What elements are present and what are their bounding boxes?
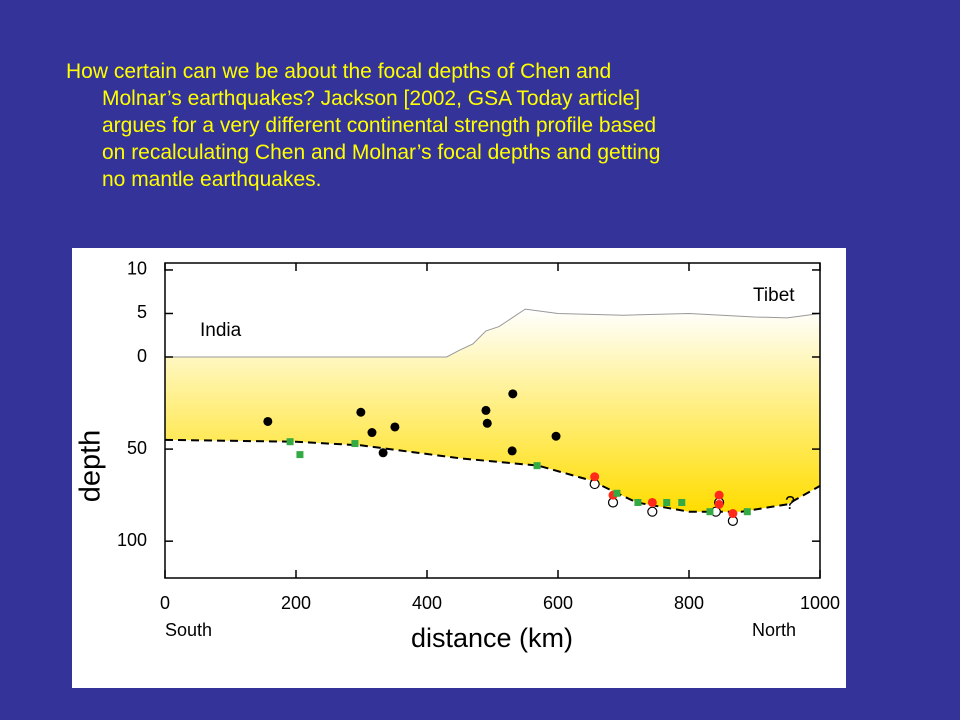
annotation: Tibet [753,285,795,306]
quake-point [367,428,377,438]
topography-line [165,308,821,358]
quake-point [647,497,657,507]
quake-square [634,498,642,506]
quake-point [714,490,724,500]
x-tick-label: 600 [543,593,573,613]
y-tick-label: 100 [117,530,147,550]
annotation: India [200,320,242,341]
text-line: argues for a very different continental … [102,114,657,137]
quake-point [507,446,517,456]
text-line: Molnar’s earthquakes? Jackson [2002, GSA… [102,87,641,110]
quake-square [613,489,621,497]
quake-square [678,498,686,506]
quake-square [743,508,751,516]
x-axis-label: distance (km) [411,623,573,653]
y-tick-label: 10 [127,259,147,279]
annotation: North [752,620,796,640]
x-tick-label: 800 [674,593,704,613]
quake-point [728,509,738,519]
x-tick-label: 1000 [800,593,840,613]
slide-text: How certain can we be about the focal de… [66,58,866,193]
quake-square [286,438,294,446]
quake-point [378,448,388,458]
plot-frame [164,262,821,579]
text-line: How certain can we be about the focal de… [66,60,612,83]
quake-point [714,499,724,509]
x-tick-label: 200 [281,593,311,613]
annotation: South [165,620,212,640]
quake-point [481,405,491,415]
annotation: ? [785,493,795,513]
quake-square [706,508,714,516]
y-tick-label: 50 [127,438,147,458]
x-tick-label: 400 [412,593,442,613]
quake-square [296,451,304,459]
quake-square [533,462,541,470]
quake-point [390,422,400,432]
quake-point [482,418,492,428]
quake-point [508,389,518,399]
quake-point [356,407,366,417]
quake-square [351,440,359,448]
y-tick-label: 5 [137,302,147,322]
x-tick-label: 0 [160,593,170,613]
text-line: no mantle earthquakes. [102,168,322,191]
text-line: on recalculating Chen and Molnar’s focal… [102,141,661,164]
moho-line [164,438,821,513]
crust-fill [165,309,820,512]
quake-point [551,431,561,441]
quake-point [263,416,273,426]
quake-open [647,506,658,517]
y-tick-label: 0 [137,346,147,366]
quake-square [663,498,671,506]
y-axis-label: depth [75,430,107,503]
quake-point [590,472,600,482]
